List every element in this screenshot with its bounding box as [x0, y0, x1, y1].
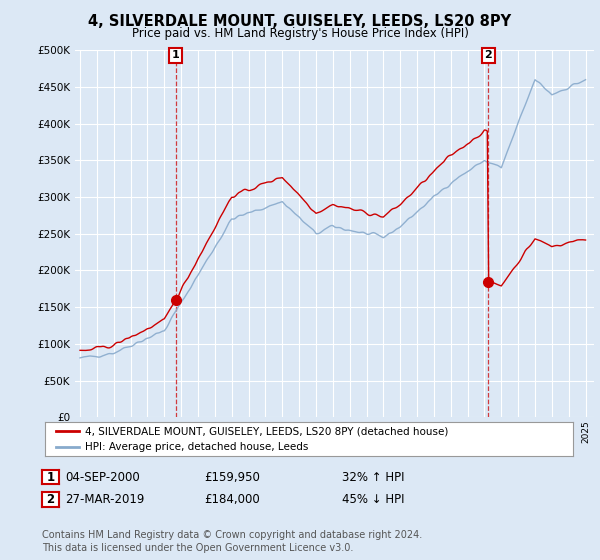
Text: 4, SILVERDALE MOUNT, GUISELEY, LEEDS, LS20 8PY (detached house): 4, SILVERDALE MOUNT, GUISELEY, LEEDS, LS…: [85, 426, 448, 436]
Text: 45% ↓ HPI: 45% ↓ HPI: [342, 493, 404, 506]
Text: HPI: Average price, detached house, Leeds: HPI: Average price, detached house, Leed…: [85, 442, 308, 452]
Text: 1: 1: [172, 50, 179, 60]
Text: 1: 1: [46, 470, 55, 484]
Text: Contains HM Land Registry data © Crown copyright and database right 2024.
This d: Contains HM Land Registry data © Crown c…: [42, 530, 422, 553]
Text: 04-SEP-2000: 04-SEP-2000: [65, 470, 140, 484]
Text: Price paid vs. HM Land Registry's House Price Index (HPI): Price paid vs. HM Land Registry's House …: [131, 27, 469, 40]
Text: £159,950: £159,950: [204, 470, 260, 484]
Text: 4, SILVERDALE MOUNT, GUISELEY, LEEDS, LS20 8PY: 4, SILVERDALE MOUNT, GUISELEY, LEEDS, LS…: [88, 14, 512, 29]
Text: 2: 2: [46, 493, 55, 506]
Text: 27-MAR-2019: 27-MAR-2019: [65, 493, 144, 506]
Text: 32% ↑ HPI: 32% ↑ HPI: [342, 470, 404, 484]
Text: £184,000: £184,000: [204, 493, 260, 506]
Text: 2: 2: [484, 50, 492, 60]
